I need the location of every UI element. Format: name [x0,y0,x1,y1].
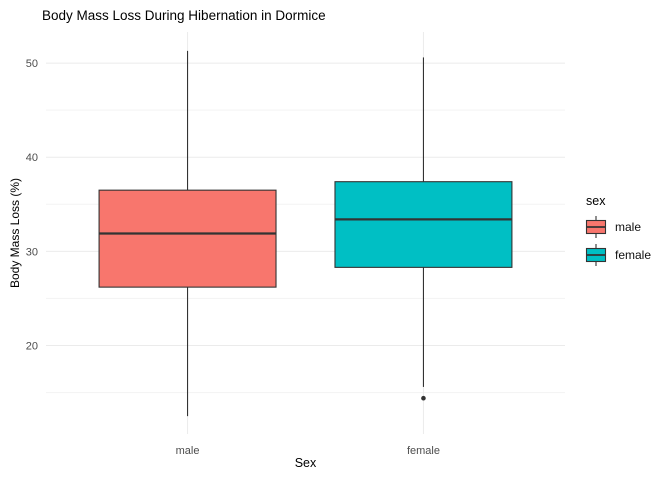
box-female [334,181,513,268]
legend-item-male[interactable]: male [585,215,670,239]
legend: sex male female [585,194,670,271]
legend-title: sex [586,194,606,208]
box-male [98,189,277,288]
legend-key-female-icon [585,244,607,266]
legend-item-female[interactable]: female [585,243,670,267]
legend-label-male: male [615,220,642,234]
x-tick-label: female [407,445,440,457]
y-tick-label: 50 [26,58,38,70]
outlier-point [421,395,426,401]
chart-title: Body Mass Loss During Hibernation in Dor… [42,8,326,23]
x-axis-title: Sex [294,456,317,470]
x-tick-label: male [176,445,200,457]
y-tick-label: 20 [26,341,38,353]
legend-key-male-icon [585,216,607,238]
y-tick-label: 30 [26,246,38,258]
y-tick-label: 40 [26,152,38,164]
legend-label-female: female [615,248,652,262]
